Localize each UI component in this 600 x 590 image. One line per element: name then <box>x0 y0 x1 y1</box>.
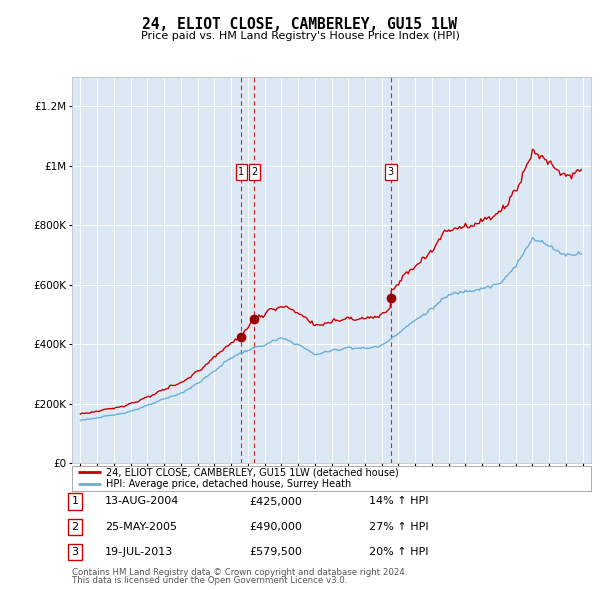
Text: 2: 2 <box>71 522 79 532</box>
Text: HPI: Average price, detached house, Surrey Heath: HPI: Average price, detached house, Surr… <box>106 479 351 489</box>
Text: £579,500: £579,500 <box>249 548 302 557</box>
Text: 3: 3 <box>388 167 394 177</box>
Text: 1: 1 <box>238 167 244 177</box>
Text: 3: 3 <box>71 548 79 557</box>
Text: 2: 2 <box>251 167 257 177</box>
Text: 19-JUL-2013: 19-JUL-2013 <box>105 548 173 557</box>
Text: 20% ↑ HPI: 20% ↑ HPI <box>369 548 428 557</box>
Text: 24, ELIOT CLOSE, CAMBERLEY, GU15 1LW: 24, ELIOT CLOSE, CAMBERLEY, GU15 1LW <box>143 17 458 32</box>
Text: 27% ↑ HPI: 27% ↑ HPI <box>369 522 428 532</box>
Text: 25-MAY-2005: 25-MAY-2005 <box>105 522 177 532</box>
Text: 24, ELIOT CLOSE, CAMBERLEY, GU15 1LW (detached house): 24, ELIOT CLOSE, CAMBERLEY, GU15 1LW (de… <box>106 467 398 477</box>
Text: £425,000: £425,000 <box>249 497 302 506</box>
Text: 14% ↑ HPI: 14% ↑ HPI <box>369 497 428 506</box>
Text: Contains HM Land Registry data © Crown copyright and database right 2024.: Contains HM Land Registry data © Crown c… <box>72 568 407 577</box>
Text: This data is licensed under the Open Government Licence v3.0.: This data is licensed under the Open Gov… <box>72 576 347 585</box>
Text: 13-AUG-2004: 13-AUG-2004 <box>105 497 179 506</box>
Text: £490,000: £490,000 <box>249 522 302 532</box>
Text: Price paid vs. HM Land Registry's House Price Index (HPI): Price paid vs. HM Land Registry's House … <box>140 31 460 41</box>
Text: 1: 1 <box>71 497 79 506</box>
